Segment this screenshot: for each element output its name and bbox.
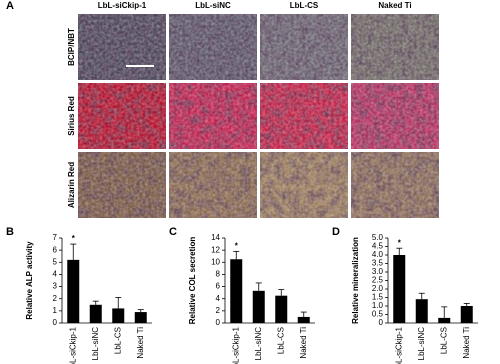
y-tick-label: 4.5	[372, 242, 384, 251]
y-tick-label: 8	[216, 270, 221, 279]
y-tick-label: 7	[53, 233, 58, 242]
panel-label: A	[6, 0, 14, 12]
bar	[134, 312, 147, 323]
row-label: BCIP/NBT	[67, 28, 76, 66]
y-tick-label: 4	[53, 270, 58, 279]
micrograph-texture	[78, 83, 166, 149]
y-tick-label: 2.5	[372, 276, 384, 285]
x-tick-label: Naked Ti	[462, 327, 471, 359]
y-tick-label: 4.0	[372, 250, 384, 259]
micrograph-texture	[351, 152, 439, 218]
micrograph-texture	[169, 14, 257, 80]
micrograph-texture	[78, 152, 166, 218]
micrograph-texture	[351, 14, 439, 80]
x-tick-label: Naked Ti	[299, 327, 308, 359]
micrograph-texture	[78, 14, 166, 80]
column-header: Naked Ti	[378, 1, 411, 10]
y-tick-label: 1	[53, 306, 58, 315]
row-label: Sirius Red	[67, 96, 76, 136]
bar	[252, 290, 265, 323]
y-tick-label: 10	[211, 257, 220, 266]
column-header: LbL-CS	[290, 1, 319, 10]
y-tick-label: 1.5	[372, 293, 384, 302]
y-tick-label: 6	[216, 282, 221, 291]
y-tick-label: 0	[216, 318, 221, 327]
panel-label: B	[6, 226, 14, 238]
x-tick-label: LbL-CS	[113, 327, 122, 354]
y-tick-label: 3	[53, 282, 58, 291]
y-tick-label: 0	[53, 318, 58, 327]
y-tick-label: 6	[53, 245, 58, 254]
x-tick-label: LbL-siNC	[417, 327, 426, 361]
bar	[297, 316, 310, 323]
significance-label: *	[398, 238, 402, 247]
y-tick-label: 3.5	[372, 259, 384, 268]
x-tick-label: LbL-siCkip-1	[68, 326, 77, 364]
y-tick-label: 2.0	[372, 284, 384, 293]
x-tick-label: LbL-siCkip-1	[394, 326, 403, 364]
bar	[415, 299, 428, 323]
column-header: LbL-siNC	[195, 1, 231, 10]
y-tick-label: 2	[216, 306, 221, 315]
panel-label: C	[169, 226, 177, 238]
micrograph-texture	[351, 83, 439, 149]
y-tick-label: 5	[53, 257, 58, 266]
y-tick-label: 4	[216, 294, 221, 303]
significance-label: *	[72, 234, 76, 243]
micrograph-texture	[260, 152, 348, 218]
row-label: Alizarin Red	[67, 162, 76, 208]
micrograph-texture	[169, 152, 257, 218]
significance-label: *	[235, 241, 239, 250]
column-header: LbL-siCkip-1	[98, 1, 147, 10]
x-tick-label: LbL-CS	[276, 327, 285, 354]
y-tick-label: 5.0	[372, 233, 384, 242]
x-tick-label: LbL-siCkip-1	[231, 326, 240, 364]
bar	[393, 255, 406, 323]
y-tick-label: 2	[53, 294, 58, 303]
y-tick-label: 0	[379, 318, 384, 327]
bar	[67, 259, 80, 323]
micrograph-texture	[169, 83, 257, 149]
x-tick-label: LbL-siNC	[254, 327, 263, 361]
x-tick-label: LbL-siNC	[91, 327, 100, 361]
y-axis-label: Relative COL secretion	[188, 237, 197, 325]
bar	[89, 304, 102, 323]
y-tick-label: 0.5	[372, 310, 384, 319]
y-tick-label: 14	[211, 233, 220, 242]
x-tick-label: Naked Ti	[136, 327, 145, 359]
y-axis-label: Relative ALP activity	[25, 241, 34, 320]
bar	[112, 308, 125, 323]
x-tick-label: LbL-CS	[439, 327, 448, 354]
micrograph-texture	[260, 83, 348, 149]
bar	[230, 259, 243, 323]
bar	[275, 295, 288, 323]
panel-label: D	[332, 226, 340, 238]
y-axis-label: Relative mineralization	[351, 237, 360, 324]
bar	[438, 317, 451, 323]
y-tick-label: 1.0	[372, 301, 384, 310]
y-tick-label: 3.0	[372, 267, 384, 276]
micrograph-texture	[260, 14, 348, 80]
bar	[460, 306, 473, 323]
y-tick-label: 12	[211, 245, 220, 254]
